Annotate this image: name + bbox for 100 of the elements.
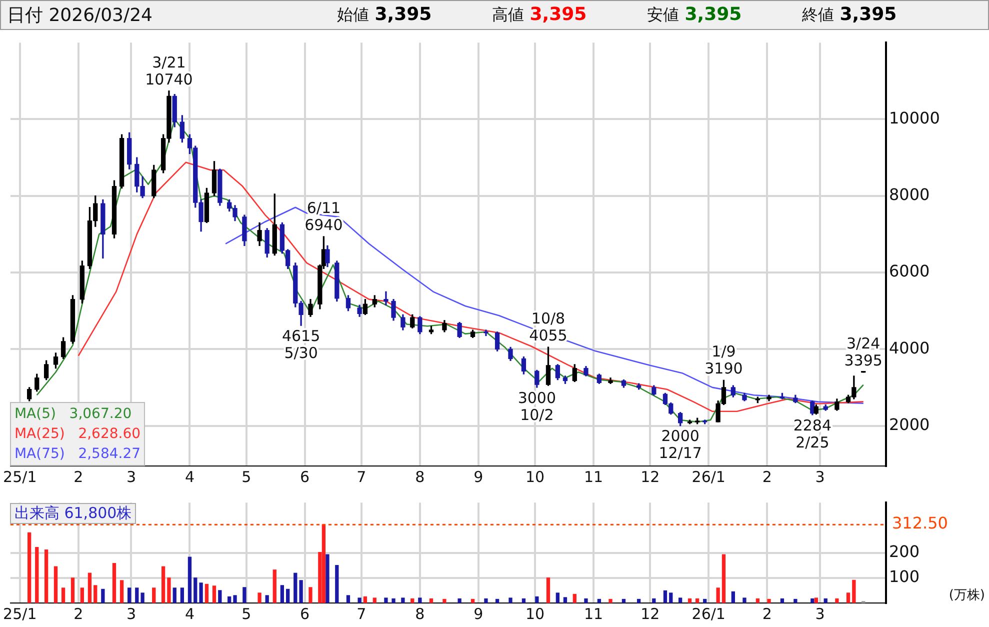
y-tick-label: 2000 [889,414,930,434]
annotation: 4615 5/30 [282,326,320,362]
bar [280,585,284,603]
bar [852,580,856,603]
bar [780,598,784,603]
bar [508,598,512,603]
text: 日付 2026/03/24 [7,4,154,27]
bar [442,598,446,603]
bar [172,588,176,603]
bar [470,598,475,603]
bar [688,598,692,603]
bar [152,588,156,603]
text: 終値 3,395 [802,4,897,25]
bar [584,598,588,603]
bar [326,554,330,603]
bar [242,587,246,603]
x-tick-label: 26/1 [692,468,726,486]
bar [363,596,368,603]
annotation: 6/11 6940 [304,198,343,234]
bar [120,580,124,603]
bar [695,598,700,603]
x-tick-label: 2 [74,604,84,623]
bar [28,532,32,603]
bar [716,588,720,603]
x-tick-label: 3 [815,468,825,486]
x-tick-label: 9 [474,604,484,623]
x-tick-label: 25/1 [3,468,37,486]
text: MA(25) 2,628.60 [14,425,141,444]
x-tick-label: 2 [762,468,772,486]
bar [722,554,726,603]
x-tick-label: 10 [525,468,545,486]
bar [299,580,303,603]
bar [392,598,396,603]
bar [294,572,298,603]
text: 高値 3,395 [492,4,587,25]
bar [199,582,203,603]
y-axis-title: (万株) [948,588,985,603]
bar [70,578,75,603]
x-tick-label: 5 [242,604,252,623]
x-tick-label: 3 [126,468,136,486]
bar [484,598,488,603]
bar [384,598,388,603]
bar [535,596,539,603]
bar [88,572,92,603]
x-tick-label: 4 [184,604,194,623]
bar [161,566,166,603]
y-tick-label: 200 [889,542,920,561]
x-tick-label: 3 [126,604,136,623]
text: 安値 3,395 [647,4,742,25]
bar [372,598,376,603]
bar [522,598,526,603]
annotation: 3/24 3395 [844,334,882,370]
bar [495,598,500,603]
annotation: 3000 10/2 [518,388,556,424]
bar [597,598,602,603]
bar [563,597,568,603]
bar [272,570,276,603]
annotation: 2284 2/25 [793,416,832,452]
bar [756,598,760,603]
x-tick-label: 25/1 [3,604,37,623]
bar [112,563,116,603]
x-tick-label: 9 [474,468,484,486]
bar [546,578,550,603]
text: MA(75) 2,584.27 [14,445,141,464]
bar [401,598,405,603]
bar [44,549,48,603]
x-tick-label: 7 [356,604,366,623]
bar [228,596,232,603]
bar [101,588,105,603]
bar [335,565,339,603]
x-tick-label: 5 [242,468,252,486]
bar [556,592,560,603]
bar [80,588,84,603]
bar [742,598,746,603]
annotation: 3/21 10740 [145,53,193,88]
bar [846,592,850,603]
bar [346,595,350,603]
bar [835,598,839,603]
y-tick-label: 6000 [889,262,930,281]
bar [54,566,58,603]
bar [663,590,668,603]
ref-line-label: 312.50 [892,514,948,533]
x-tick-label: 11 [584,468,604,486]
bar [458,598,462,603]
bar [418,598,422,603]
x-tick-label: 12 [640,604,660,623]
chart-title: 出来高 61,800株 [10,502,136,524]
x-tick-label: 6 [300,604,310,623]
bar [308,587,312,603]
bar [678,598,682,603]
bar [410,598,414,603]
x-tick-label: 11 [584,604,604,623]
bar [140,592,144,603]
bar [794,598,798,603]
bar [608,598,612,603]
y-tick-label: 100 [889,567,920,586]
bar [128,588,132,603]
bar [622,598,626,603]
x-tick-label: 26/1 [692,604,726,623]
bar [35,546,39,603]
